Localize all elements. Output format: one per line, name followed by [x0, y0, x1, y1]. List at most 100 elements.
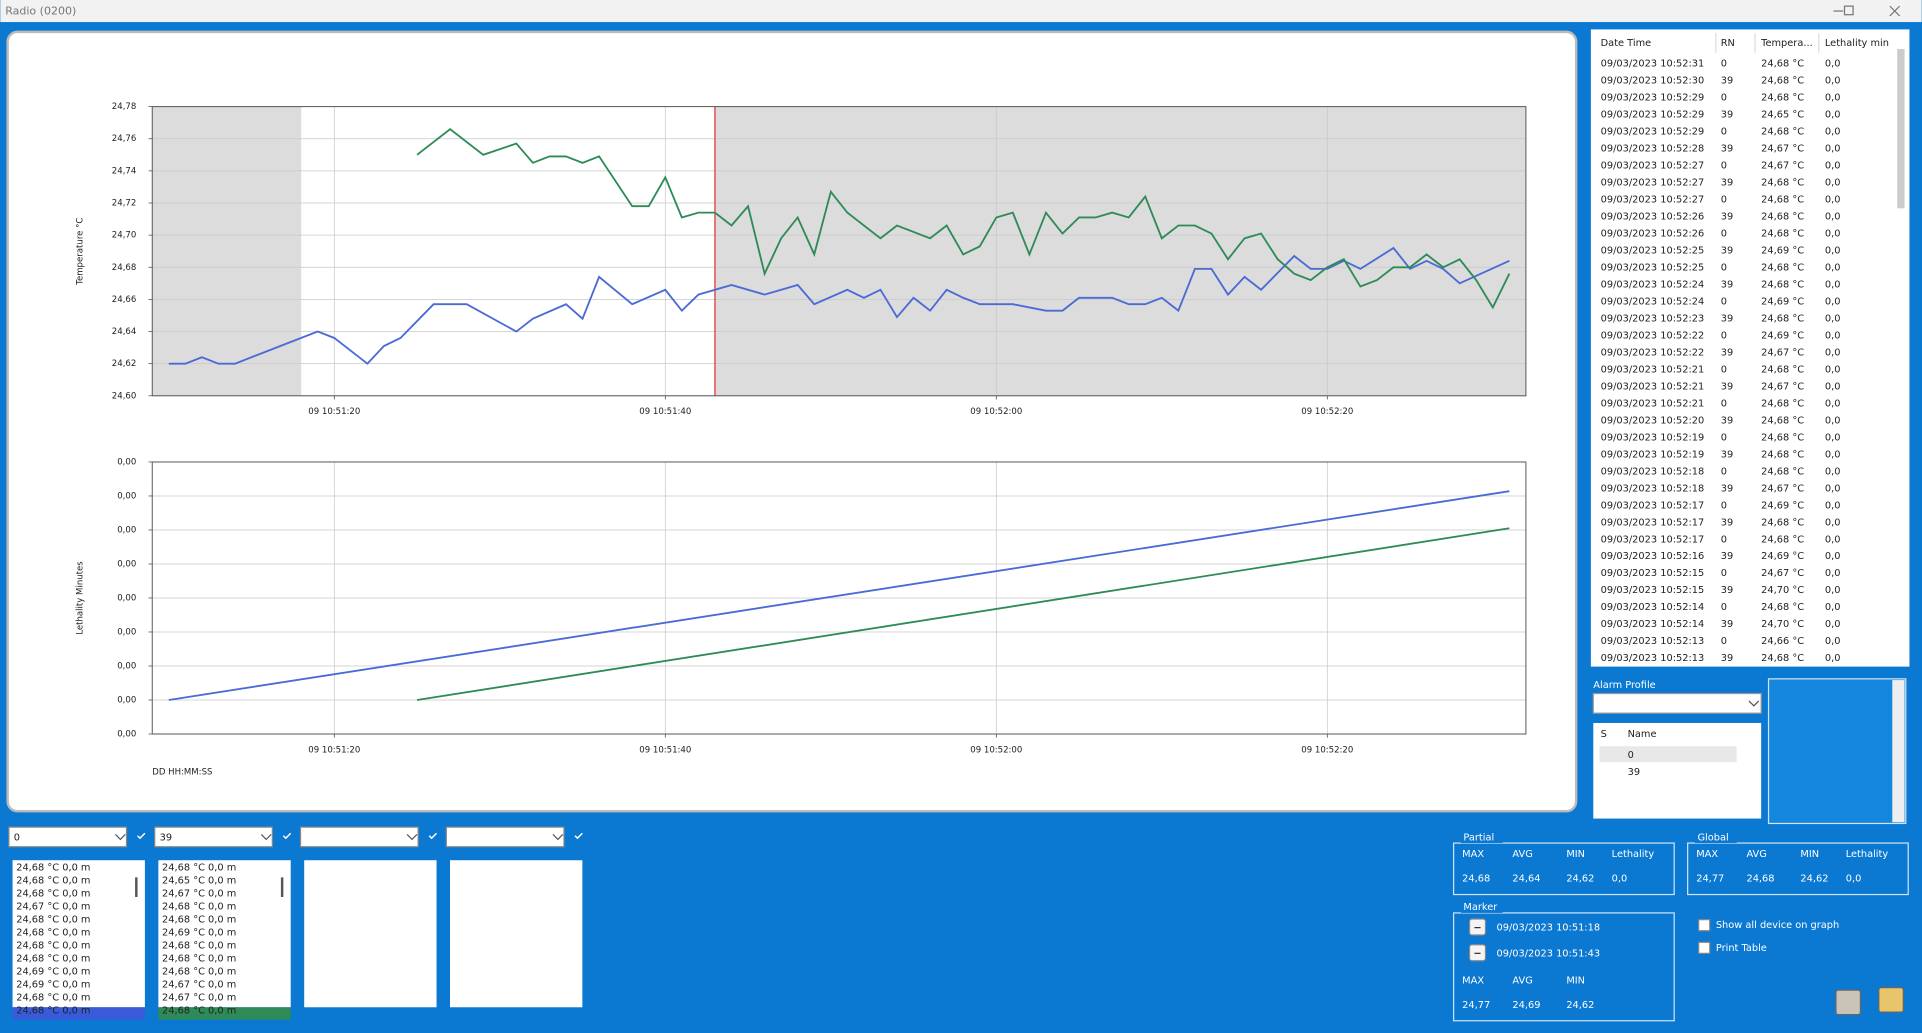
icon-button[interactable] — [1878, 987, 1904, 1013]
table-cell: 0,0 — [1825, 76, 1841, 87]
table-cell: 09/03/2023 10:52:24 — [1601, 296, 1705, 307]
check-mark — [428, 832, 438, 840]
alarm-profile-combo[interactable] — [1592, 692, 1762, 714]
table-cell: 24,68 °C — [1761, 212, 1804, 223]
partial-group — [1452, 842, 1675, 896]
list-scrollbar[interactable] — [135, 877, 138, 897]
marker-shade — [714, 106, 1526, 396]
table-cell: 24,68 °C — [1761, 449, 1804, 460]
reading: 24,68 °C 0,0 m — [16, 1005, 90, 1016]
table-header: Tempera... — [1760, 38, 1813, 49]
group-label-bg — [1460, 832, 1503, 844]
device-combo[interactable] — [445, 826, 565, 848]
table-cell: 09/03/2023 10:52:13 — [1601, 636, 1705, 647]
x-tick-label: 09 10:52:20 — [1301, 745, 1353, 755]
table-cell: 0,0 — [1825, 653, 1841, 664]
x-axis-label: DD HH:MM:SS — [152, 767, 212, 777]
combo-arrow — [552, 834, 564, 841]
table-cell: 09/03/2023 10:52:19 — [1601, 432, 1705, 443]
table-cell: 24,69 °C — [1761, 296, 1804, 307]
reading: 24,68 °C 0,0 m — [16, 928, 90, 939]
option-checkbox[interactable] — [1698, 941, 1711, 954]
table-cell: 09/03/2023 10:52:27 — [1601, 195, 1705, 206]
y-tick-label: 24,60 — [112, 391, 137, 401]
icon-button[interactable] — [1835, 989, 1862, 1016]
device-checkbox[interactable] — [426, 830, 438, 842]
close-button[interactable] — [1889, 5, 1901, 17]
reading: 24,68 °C 0,0 m — [16, 953, 90, 964]
bottom-panel — [8, 826, 584, 1020]
y-tick-label: 24,66 — [112, 295, 137, 305]
reading: 24,68 °C 0,0 m — [162, 1005, 236, 1016]
table-cell: 09/03/2023 10:52:30 — [1601, 76, 1705, 87]
table-cell: 0,0 — [1825, 585, 1841, 596]
combo-arrow — [260, 834, 272, 841]
table-cell: 0 — [1721, 330, 1727, 341]
y-tick-label: 0,00 — [117, 457, 136, 467]
table-cell: 0,0 — [1825, 127, 1841, 138]
y-tick-label: 24,68 — [112, 263, 137, 273]
reading: 24,68 °C 0,0 m — [16, 992, 90, 1003]
list-item: 0 — [1628, 750, 1634, 761]
reading: 24,68 °C 0,0 m — [16, 876, 90, 887]
reading: 24,68 °C 0,0 m — [162, 966, 236, 977]
table-cell: 0 — [1721, 229, 1727, 240]
device-combo[interactable] — [154, 826, 273, 848]
reading: 24,67 °C 0,0 m — [162, 992, 236, 1003]
option-label: Print Table — [1716, 943, 1767, 954]
table-cell: 39 — [1721, 517, 1733, 528]
stat-value: 0,0 — [1846, 874, 1862, 885]
preview-scrollbar[interactable] — [1892, 680, 1905, 823]
table-cell: 09/03/2023 10:52:17 — [1601, 500, 1705, 511]
readings-list — [158, 860, 291, 1008]
restore-button[interactable] — [1843, 5, 1854, 16]
series-line — [416, 527, 1510, 701]
readings-list — [12, 860, 145, 1008]
table-cell: 09/03/2023 10:52:13 — [1601, 653, 1705, 664]
device-checkbox[interactable] — [135, 830, 147, 842]
table-scrollbar[interactable] — [1897, 49, 1905, 209]
y-tick-label: 0,00 — [117, 730, 136, 740]
table-cell: 24,68 °C — [1761, 263, 1804, 274]
group-label-bg — [1695, 832, 1737, 844]
table-cell: 0,0 — [1825, 263, 1841, 274]
stat-value: 24,68 — [1746, 874, 1774, 885]
table-cell: 0,0 — [1825, 144, 1841, 155]
table-cell: 0 — [1721, 602, 1727, 613]
table-cell: 0,0 — [1825, 602, 1841, 613]
device-checkbox[interactable] — [280, 830, 292, 842]
table-cell: 0 — [1721, 296, 1727, 307]
stat-header: MAX — [1462, 975, 1484, 986]
table-cell: 0 — [1721, 263, 1727, 274]
list-scrollbar[interactable] — [280, 877, 284, 897]
table-cell: 24,68 °C — [1761, 59, 1804, 70]
y-tick-label: 0,00 — [117, 696, 136, 706]
table-cell: 0,0 — [1825, 619, 1841, 630]
table-cell: 24,68 °C — [1761, 195, 1804, 206]
table-cell: 09/03/2023 10:52:27 — [1601, 178, 1705, 189]
table-cell: 0,0 — [1825, 347, 1841, 358]
y-tick-label: 24,70 — [112, 231, 137, 241]
y-axis-label: Lethality Minutes — [75, 561, 85, 635]
table-cell: 0,0 — [1825, 466, 1841, 477]
table-cell: 09/03/2023 10:52:23 — [1601, 313, 1705, 324]
table-cell: 09/03/2023 10:52:21 — [1601, 381, 1705, 392]
device-combo[interactable] — [8, 826, 128, 848]
table-cell: 24,67 °C — [1761, 161, 1804, 172]
device-combo[interactable] — [299, 826, 419, 848]
table-cell: 39 — [1721, 212, 1733, 223]
table-cell: 0,0 — [1825, 110, 1841, 121]
table-cell: 09/03/2023 10:52:19 — [1601, 449, 1705, 460]
device-checkbox[interactable] — [572, 830, 584, 842]
group-label: Global — [1697, 833, 1728, 844]
table-cell: 0,0 — [1825, 568, 1841, 579]
device-color-bar — [158, 1007, 291, 1020]
table-cell: 24,68 °C — [1761, 653, 1804, 664]
stat-header: AVG — [1746, 849, 1766, 860]
list-header: Name — [1628, 729, 1657, 740]
marker-time: 09/03/2023 10:51:18 — [1496, 923, 1600, 934]
option-checkbox[interactable] — [1698, 919, 1711, 932]
readings-list — [450, 860, 583, 1008]
table-cell: 39 — [1721, 483, 1733, 494]
